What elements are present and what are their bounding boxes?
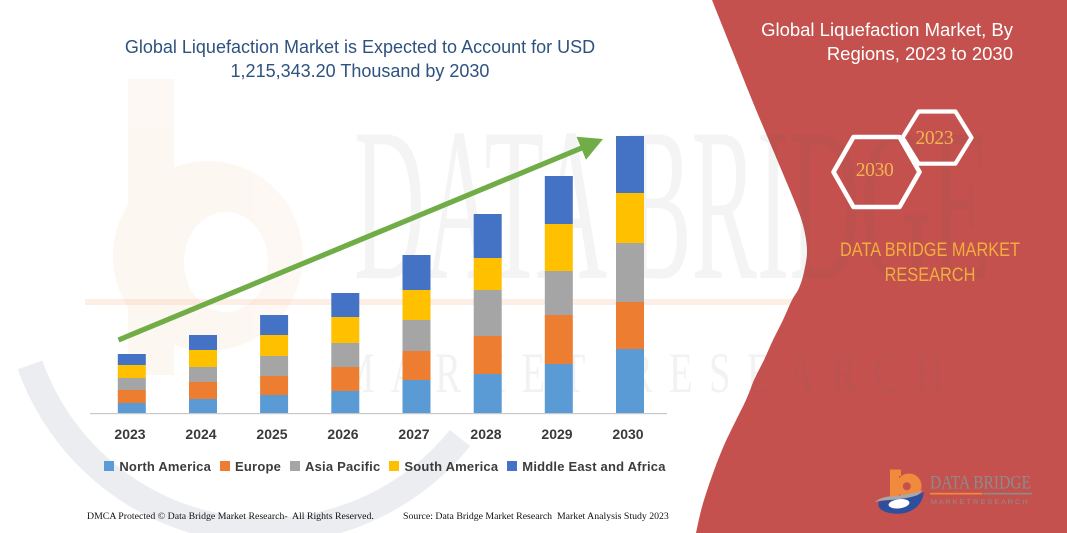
svg-text:DATA BRIDGE: DATA BRIDGE [930,474,1031,494]
svg-text:M A R K E T R E S E A R C H: M A R K E T R E S E A R C H [931,499,1028,506]
